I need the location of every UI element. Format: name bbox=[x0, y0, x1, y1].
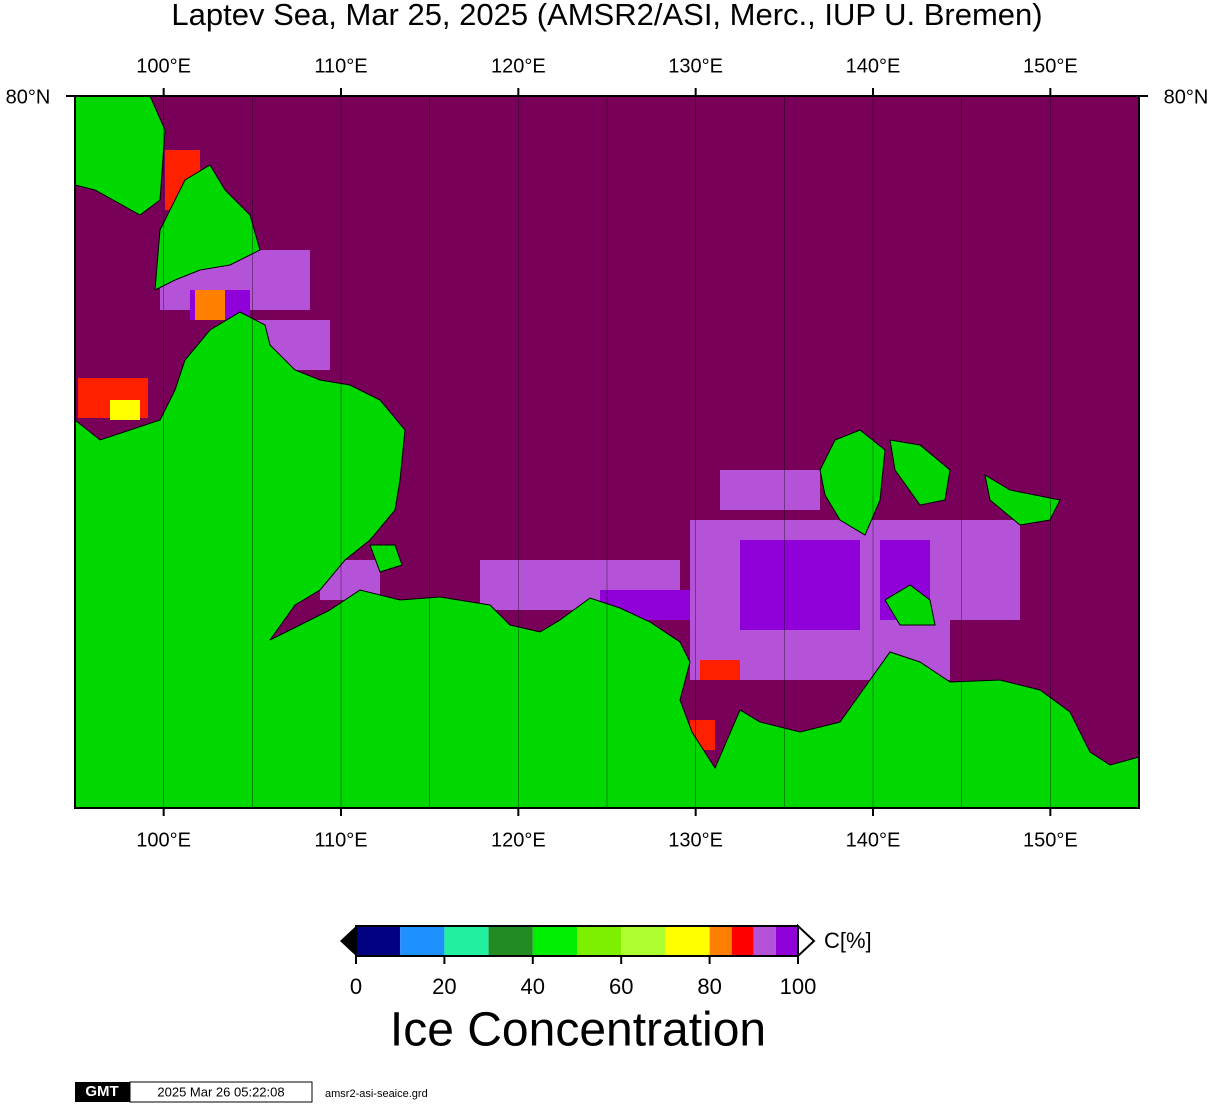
colorbar-tick-label: 100 bbox=[780, 974, 817, 999]
colorbar-frame bbox=[355, 925, 799, 957]
colorbar-segment bbox=[753, 926, 776, 956]
map-title: Laptev Sea, Mar 25, 2025 (AMSR2/ASI, Mer… bbox=[171, 0, 1042, 32]
colorbar-tick-label: 0 bbox=[350, 974, 362, 999]
graticule bbox=[163, 96, 1051, 808]
lon-label-top: 140°E bbox=[846, 55, 901, 77]
lon-label-top: 110°E bbox=[314, 55, 367, 77]
lon-label-bottom: 110°E bbox=[314, 829, 367, 851]
lon-label-bottom: 150°E bbox=[1023, 829, 1078, 851]
lon-label-bottom: 140°E bbox=[846, 829, 901, 851]
colorbar-segment bbox=[709, 926, 732, 956]
lat-label-left: 80°N bbox=[6, 86, 51, 108]
colorbar-segment bbox=[731, 926, 754, 956]
colorbar-segment bbox=[488, 926, 533, 956]
colorbar-title: Ice Concentration bbox=[390, 1004, 766, 1057]
gmt-logo: GMT bbox=[85, 1083, 118, 1100]
lon-label-bottom: 130°E bbox=[668, 829, 723, 851]
colorbar-tick-label: 20 bbox=[432, 974, 456, 999]
colorbar-segment bbox=[621, 926, 666, 956]
colorbar-segment bbox=[665, 926, 710, 956]
colorbar-segment bbox=[532, 926, 577, 956]
colorbar-segment bbox=[577, 926, 622, 956]
colorbar-tick-label: 40 bbox=[521, 974, 545, 999]
lon-label-top: 100°E bbox=[136, 55, 191, 77]
lon-label-top: 120°E bbox=[491, 55, 546, 77]
colorbar-segment bbox=[356, 926, 401, 956]
lat-label-right: 80°N bbox=[1164, 86, 1209, 108]
lon-label-top: 130°E bbox=[668, 55, 723, 77]
colorbar-segment bbox=[775, 926, 798, 956]
file-name: amsr2-asi-seaice.grd bbox=[325, 1088, 428, 1100]
colorbar-unit: C[%] bbox=[824, 928, 872, 953]
colorbar: 0 20 40 60 80 100 bbox=[340, 923, 817, 999]
colorbar-segment bbox=[444, 926, 489, 956]
map-area bbox=[74, 95, 1140, 809]
colorbar-tick-label: 80 bbox=[697, 974, 721, 999]
map-frame bbox=[74, 95, 1140, 809]
footer: GMT 2025 Mar 26 05:22:08 amsr2-asi-seaic… bbox=[75, 1081, 428, 1103]
colorbar-tick-label: 60 bbox=[609, 974, 633, 999]
lon-label-top: 150°E bbox=[1023, 55, 1078, 77]
lon-label-bottom: 120°E bbox=[491, 829, 546, 851]
gmt-logo-box bbox=[75, 1082, 130, 1102]
timestamp-box bbox=[129, 1081, 313, 1103]
colorbar-segment bbox=[400, 926, 445, 956]
colorbar-over bbox=[797, 923, 816, 959]
timestamp: 2025 Mar 26 05:22:08 bbox=[157, 1084, 284, 1099]
lon-label-bottom: 100°E bbox=[136, 829, 191, 851]
colorbar-under bbox=[340, 926, 356, 956]
